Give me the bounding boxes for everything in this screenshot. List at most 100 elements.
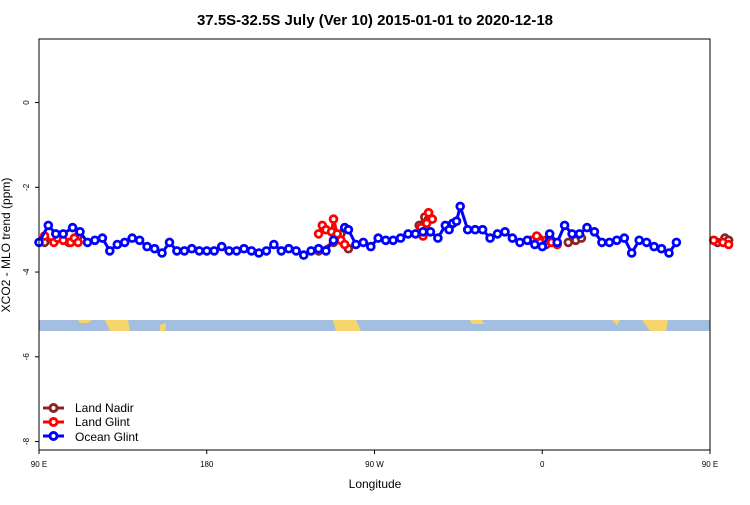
- data-point-ocean-glint: [649, 241, 659, 252]
- x-axis-ticks: 90 E 180 90 W 0 90 E: [31, 450, 718, 469]
- map-band-land: [105, 320, 130, 331]
- y-tick-label: -4: [22, 268, 31, 276]
- data-point-ocean-glint: [43, 220, 54, 231]
- data-point-ocean-glint: [604, 237, 615, 248]
- data-point-ocean-glint: [97, 233, 108, 243]
- data-point-ocean-glint: [127, 233, 138, 243]
- data-point-ocean-glint: [671, 237, 682, 248]
- data-point-ocean-glint: [589, 227, 600, 237]
- data-point-ocean-glint: [515, 237, 525, 248]
- data-point-ocean-glint: [425, 227, 436, 237]
- data-point-ocean-glint: [559, 220, 570, 231]
- data-point-ocean-glint: [224, 246, 234, 256]
- x-tick-label: 0: [540, 460, 545, 469]
- map-band: [39, 320, 710, 331]
- data-point-ocean-glint: [552, 237, 562, 248]
- data-point-ocean-glint: [194, 246, 205, 256]
- data-point-ocean-glint: [112, 239, 123, 250]
- data-point-land-nadir: [563, 237, 574, 248]
- map-band-land: [78, 320, 92, 323]
- data-point-ocean-glint: [321, 246, 331, 256]
- data-point-ocean-glint: [470, 224, 481, 235]
- data-point-ocean-glint: [388, 235, 398, 246]
- data-point-ocean-glint: [492, 229, 503, 239]
- x-tick-label: 90 E: [702, 460, 718, 469]
- data-point-ocean-glint: [433, 233, 443, 243]
- y-tick-label: -2: [22, 183, 31, 191]
- data-point-ocean-glint: [395, 233, 406, 243]
- map-band-land: [160, 323, 166, 331]
- data-point-ocean-glint: [500, 227, 510, 237]
- data-point-ocean-glint: [626, 248, 637, 258]
- legend-marker-ocean-glint: [48, 431, 59, 441]
- data-point-ocean-glint: [567, 229, 577, 239]
- series-layer: [34, 201, 734, 260]
- data-point-ocean-glint: [246, 246, 257, 256]
- data-point-ocean-glint: [164, 237, 175, 248]
- data-point-ocean-glint: [50, 229, 61, 239]
- legend-label-land-nadir: Land Nadir: [75, 401, 134, 415]
- data-point-ocean-glint: [664, 248, 674, 258]
- data-point-ocean-glint: [172, 246, 182, 256]
- x-tick-label: 90 W: [365, 460, 384, 469]
- data-point-land-glint: [427, 214, 438, 224]
- data-point-ocean-glint: [231, 246, 242, 256]
- data-point-ocean-glint: [283, 243, 294, 254]
- data-point-ocean-glint: [239, 243, 249, 254]
- data-point-ocean-glint: [306, 246, 316, 256]
- x-axis-label: Longitude: [349, 477, 402, 491]
- data-point-ocean-glint: [351, 239, 361, 250]
- data-point-ocean-glint: [380, 235, 391, 246]
- x-tick-label: 180: [200, 460, 214, 469]
- data-point-ocean-glint: [119, 237, 130, 248]
- data-point-ocean-glint: [403, 229, 413, 239]
- data-point-ocean-glint: [410, 229, 421, 239]
- data-point-ocean-glint: [477, 224, 488, 235]
- data-point-ocean-glint: [507, 233, 518, 243]
- data-point-ocean-glint: [485, 233, 495, 243]
- series-line-ocean-glint: [343, 204, 678, 255]
- data-point-land-glint: [313, 229, 324, 239]
- legend-label-ocean-glint: Ocean Glint: [75, 430, 139, 444]
- map-band-land: [333, 320, 361, 331]
- data-point-land-glint: [723, 239, 734, 250]
- data-point-ocean-glint: [298, 250, 309, 260]
- data-point-ocean-glint: [75, 227, 85, 237]
- data-point-ocean-glint: [90, 235, 100, 246]
- y-axis-ticks: 0 -2 -4 -6 -8: [22, 100, 39, 445]
- data-point-ocean-glint: [343, 224, 354, 235]
- data-point-ocean-glint: [597, 237, 607, 248]
- plot-frame: [38, 38, 711, 451]
- legend-marker-land-nadir: [48, 403, 59, 413]
- data-point-ocean-glint: [373, 233, 384, 243]
- data-point-ocean-glint: [544, 229, 555, 239]
- chart-title: 37.5S-32.5S July (Ver 10) 2015-01-01 to …: [197, 12, 553, 29]
- y-tick-label: -6: [22, 353, 31, 361]
- y-tick-label: -8: [22, 437, 31, 445]
- data-point-ocean-glint: [313, 243, 324, 254]
- data-point-ocean-glint: [134, 235, 145, 246]
- data-point-land-glint: [708, 235, 719, 246]
- data-point-ocean-glint: [209, 246, 220, 256]
- data-point-ocean-glint: [365, 241, 376, 252]
- data-point-ocean-glint: [656, 243, 667, 254]
- data-point-ocean-glint: [582, 222, 592, 233]
- data-point-ocean-glint: [418, 227, 428, 237]
- map-band-land: [642, 320, 668, 331]
- data-point-ocean-glint: [276, 246, 287, 256]
- series-ocean-glint: [34, 201, 682, 260]
- data-point-ocean-glint: [574, 229, 585, 239]
- data-point-ocean-glint: [187, 243, 197, 254]
- y-tick-label: 0: [22, 100, 31, 105]
- data-point-ocean-glint: [462, 224, 473, 235]
- data-point-ocean-glint: [455, 201, 466, 212]
- data-point-ocean-glint: [58, 229, 68, 239]
- data-point-ocean-glint: [269, 239, 279, 250]
- data-point-ocean-glint: [291, 246, 302, 256]
- map-band-ocean: [39, 320, 710, 331]
- data-point-ocean-glint: [157, 248, 167, 258]
- data-point-ocean-glint: [529, 239, 540, 250]
- data-point-ocean-glint: [451, 216, 462, 227]
- legend-label-land-glint: Land Glint: [75, 415, 130, 429]
